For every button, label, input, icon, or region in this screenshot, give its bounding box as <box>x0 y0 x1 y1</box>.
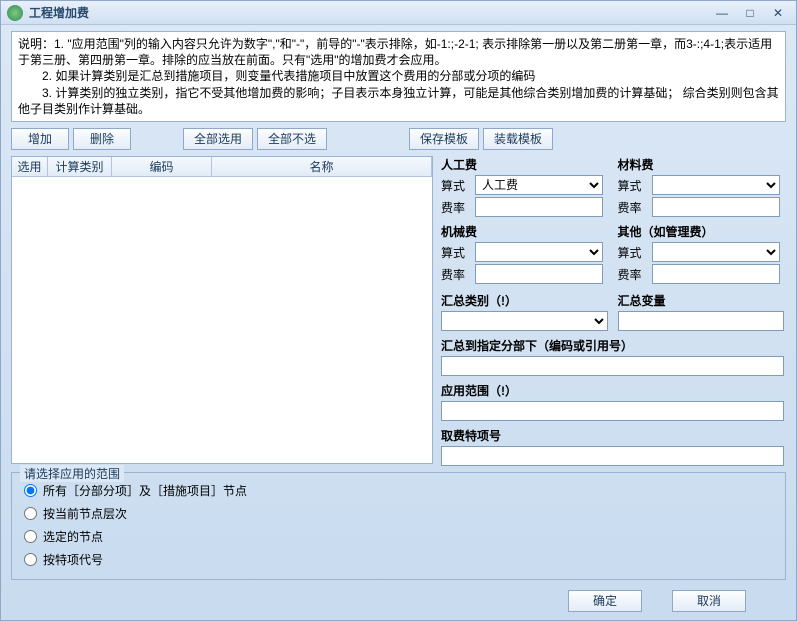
footer: 确定 取消 <box>11 584 786 612</box>
material-formula-select[interactable] <box>652 175 780 195</box>
labor-title: 人工费 <box>441 156 608 173</box>
col-name: 名称 <box>212 157 432 176</box>
select-all-button[interactable]: 全部选用 <box>183 128 253 150</box>
range-label: 应用范围（!） <box>441 382 784 399</box>
select-none-button[interactable]: 全部不选 <box>257 128 327 150</box>
labor-rate-label: 费率 <box>441 199 471 216</box>
machine-formula-label: 算式 <box>441 244 471 261</box>
toolbar: 增加 删除 全部选用 全部不选 保存模板 装载模板 <box>11 126 786 152</box>
scope-radio-2[interactable] <box>24 530 37 543</box>
material-title: 材料费 <box>618 156 785 173</box>
scope-option-0[interactable]: 所有［分部分项］及［措施项目］节点 <box>20 479 777 502</box>
data-table[interactable]: 选用 计算类别 编码 名称 <box>11 156 433 464</box>
title-bar: 工程增加费 — □ ✕ <box>1 1 796 25</box>
other-rate-label: 费率 <box>618 266 648 283</box>
table-header: 选用 计算类别 编码 名称 <box>12 157 432 177</box>
add-button[interactable]: 增加 <box>11 128 69 150</box>
app-icon <box>7 5 23 21</box>
sumvar-label: 汇总变量 <box>618 292 785 309</box>
material-rate-label: 费率 <box>618 199 648 216</box>
maximize-button[interactable]: □ <box>738 4 762 22</box>
col-code: 编码 <box>112 157 212 176</box>
col-select: 选用 <box>12 157 48 176</box>
load-template-button[interactable]: 装载模板 <box>483 128 553 150</box>
sumtarget-input[interactable] <box>441 356 784 376</box>
other-formula-select[interactable] <box>652 242 780 262</box>
scope-option-2[interactable]: 选定的节点 <box>20 525 777 548</box>
scope-radio-3[interactable] <box>24 553 37 566</box>
machine-title: 机械费 <box>441 223 608 240</box>
dialog-window: { "window": { "title": "工程增加费" }, "descr… <box>0 0 797 621</box>
content-area: 说明：1. "应用范围"列的输入内容只允许为数字","和"-"，前导的"-"表示… <box>1 25 796 620</box>
labor-formula-select[interactable]: 人工费 <box>475 175 603 195</box>
sumtype-label: 汇总类别（!） <box>441 292 608 309</box>
machine-rate-input[interactable] <box>475 264 603 284</box>
special-label: 取费特项号 <box>441 427 784 444</box>
other-formula-label: 算式 <box>618 244 648 261</box>
save-template-button[interactable]: 保存模板 <box>409 128 479 150</box>
scope-radio-0[interactable] <box>24 484 37 497</box>
material-rate-input[interactable] <box>652 197 780 217</box>
window-title: 工程增加费 <box>29 4 706 21</box>
other-rate-input[interactable] <box>652 264 780 284</box>
mid-pane: 选用 计算类别 编码 名称 人工费 算式 人工费 费率 <box>11 156 786 464</box>
col-type: 计算类别 <box>48 157 112 176</box>
scope-title: 请选择应用的范围 <box>20 465 124 482</box>
scope-group: 请选择应用的范围 所有［分部分项］及［措施项目］节点 按当前节点层次 选定的节点… <box>11 472 786 580</box>
machine-rate-label: 费率 <box>441 266 471 283</box>
minimize-button[interactable]: — <box>710 4 734 22</box>
delete-button[interactable]: 删除 <box>73 128 131 150</box>
sumvar-input[interactable] <box>618 311 785 331</box>
scope-option-1[interactable]: 按当前节点层次 <box>20 502 777 525</box>
form-pane: 人工费 算式 人工费 费率 材料费 算式 费率 <box>439 156 786 464</box>
close-button[interactable]: ✕ <box>766 4 790 22</box>
ok-button[interactable]: 确定 <box>568 590 642 612</box>
range-input[interactable] <box>441 401 784 421</box>
special-input[interactable] <box>441 446 784 466</box>
scope-radio-1[interactable] <box>24 507 37 520</box>
material-formula-label: 算式 <box>618 177 648 194</box>
sumtype-select[interactable] <box>441 311 608 331</box>
machine-formula-select[interactable] <box>475 242 603 262</box>
labor-rate-input[interactable] <box>475 197 603 217</box>
scope-option-3[interactable]: 按特项代号 <box>20 548 777 571</box>
description-text: 说明：1. "应用范围"列的输入内容只允许为数字","和"-"，前导的"-"表示… <box>11 31 786 122</box>
sumtarget-label: 汇总到指定分部下（编码或引用号） <box>441 337 784 354</box>
cancel-button[interactable]: 取消 <box>672 590 746 612</box>
other-title: 其他（如管理费） <box>618 223 785 240</box>
labor-formula-label: 算式 <box>441 177 471 194</box>
